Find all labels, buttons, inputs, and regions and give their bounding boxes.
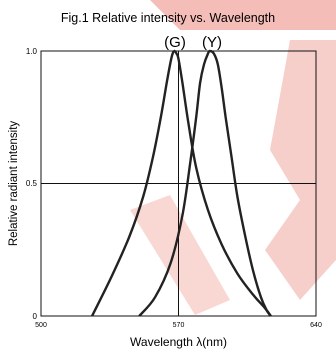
y-tick-label-min: 0 [33, 312, 38, 321]
y-tick-label-max: 1.0 [26, 47, 38, 56]
y-axis-label: Relative radiant intensity [8, 121, 20, 247]
watermark-shape-diagonal [130, 195, 230, 315]
x-tick-label-min: 500 [35, 322, 47, 329]
curves-layer [90, 49, 272, 317]
series-label-g: (G) [164, 34, 186, 51]
chart-title: Fig.1 Relative intensity vs. Wavelength [61, 11, 275, 25]
watermark [130, 0, 336, 315]
series-label-y: (Y) [202, 34, 222, 51]
series-curve-g [90, 49, 272, 317]
y-tick-label-mid: 0.5 [26, 179, 38, 188]
x-axis-label: Wavelength λ(nm) [130, 335, 227, 349]
watermark-shape-right [265, 40, 336, 300]
plot-area [40, 49, 317, 317]
watermark-shape-top [150, 0, 336, 30]
x-tick-label-max: 640 [310, 322, 322, 329]
series-curve-y [138, 49, 272, 317]
x-tick-label-mid: 570 [173, 322, 185, 329]
